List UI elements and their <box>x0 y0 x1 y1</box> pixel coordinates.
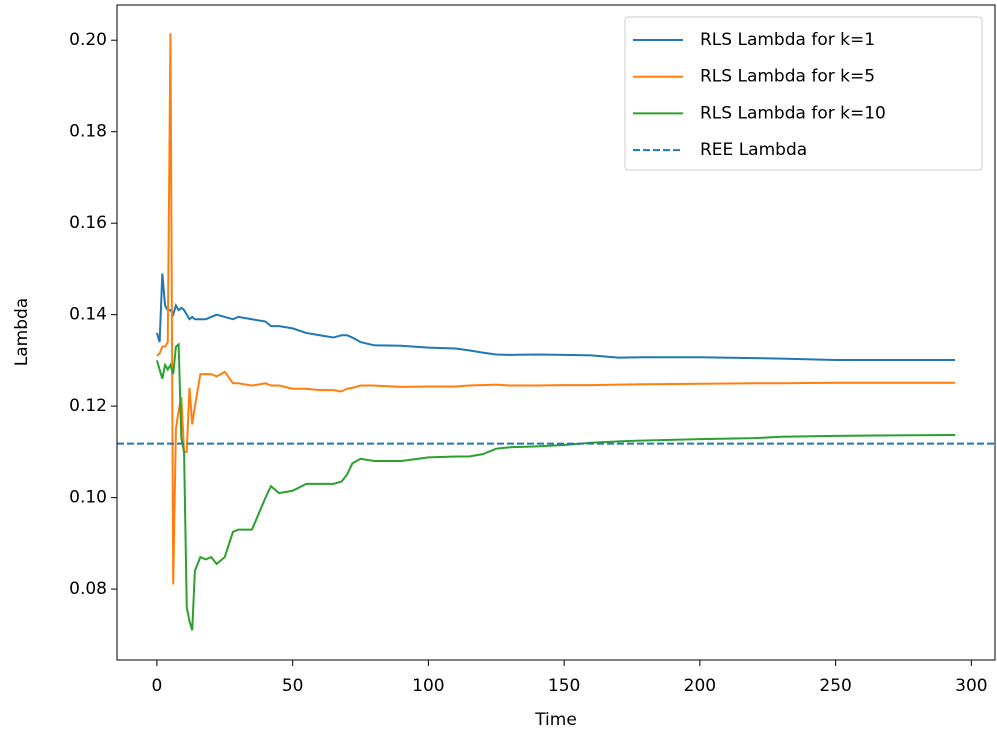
y-tick-label: 0.12 <box>69 396 107 416</box>
x-tick-label: 250 <box>819 676 851 696</box>
x-tick-label: 0 <box>151 676 162 696</box>
legend-box <box>624 16 983 171</box>
x-tick-label: 100 <box>412 676 444 696</box>
legend-label: REE Lambda <box>700 140 807 160</box>
y-tick-label: 0.10 <box>69 488 107 508</box>
y-tick-label: 0.16 <box>69 213 107 233</box>
line-series <box>155 342 956 631</box>
legend-label: RLS Lambda for k=10 <box>700 103 886 123</box>
x-tick-label: 150 <box>548 676 580 696</box>
y-tick-label: 0.18 <box>69 122 107 142</box>
x-tick-label: 200 <box>684 676 716 696</box>
y-tick-label: 0.08 <box>69 579 107 599</box>
legend-label: RLS Lambda for k=1 <box>700 30 875 50</box>
plot-frame <box>116 4 996 661</box>
y-tick-label: 0.20 <box>69 30 107 50</box>
y-tick-label: 0.14 <box>69 305 107 325</box>
y-axis-label: Lambda <box>12 298 32 366</box>
x-axis-label: Time <box>534 710 577 730</box>
line-series <box>155 273 956 361</box>
legend-label: RLS Lambda for k=5 <box>700 67 875 87</box>
x-tick-label: 300 <box>955 676 987 696</box>
x-tick-label: 50 <box>282 676 304 696</box>
